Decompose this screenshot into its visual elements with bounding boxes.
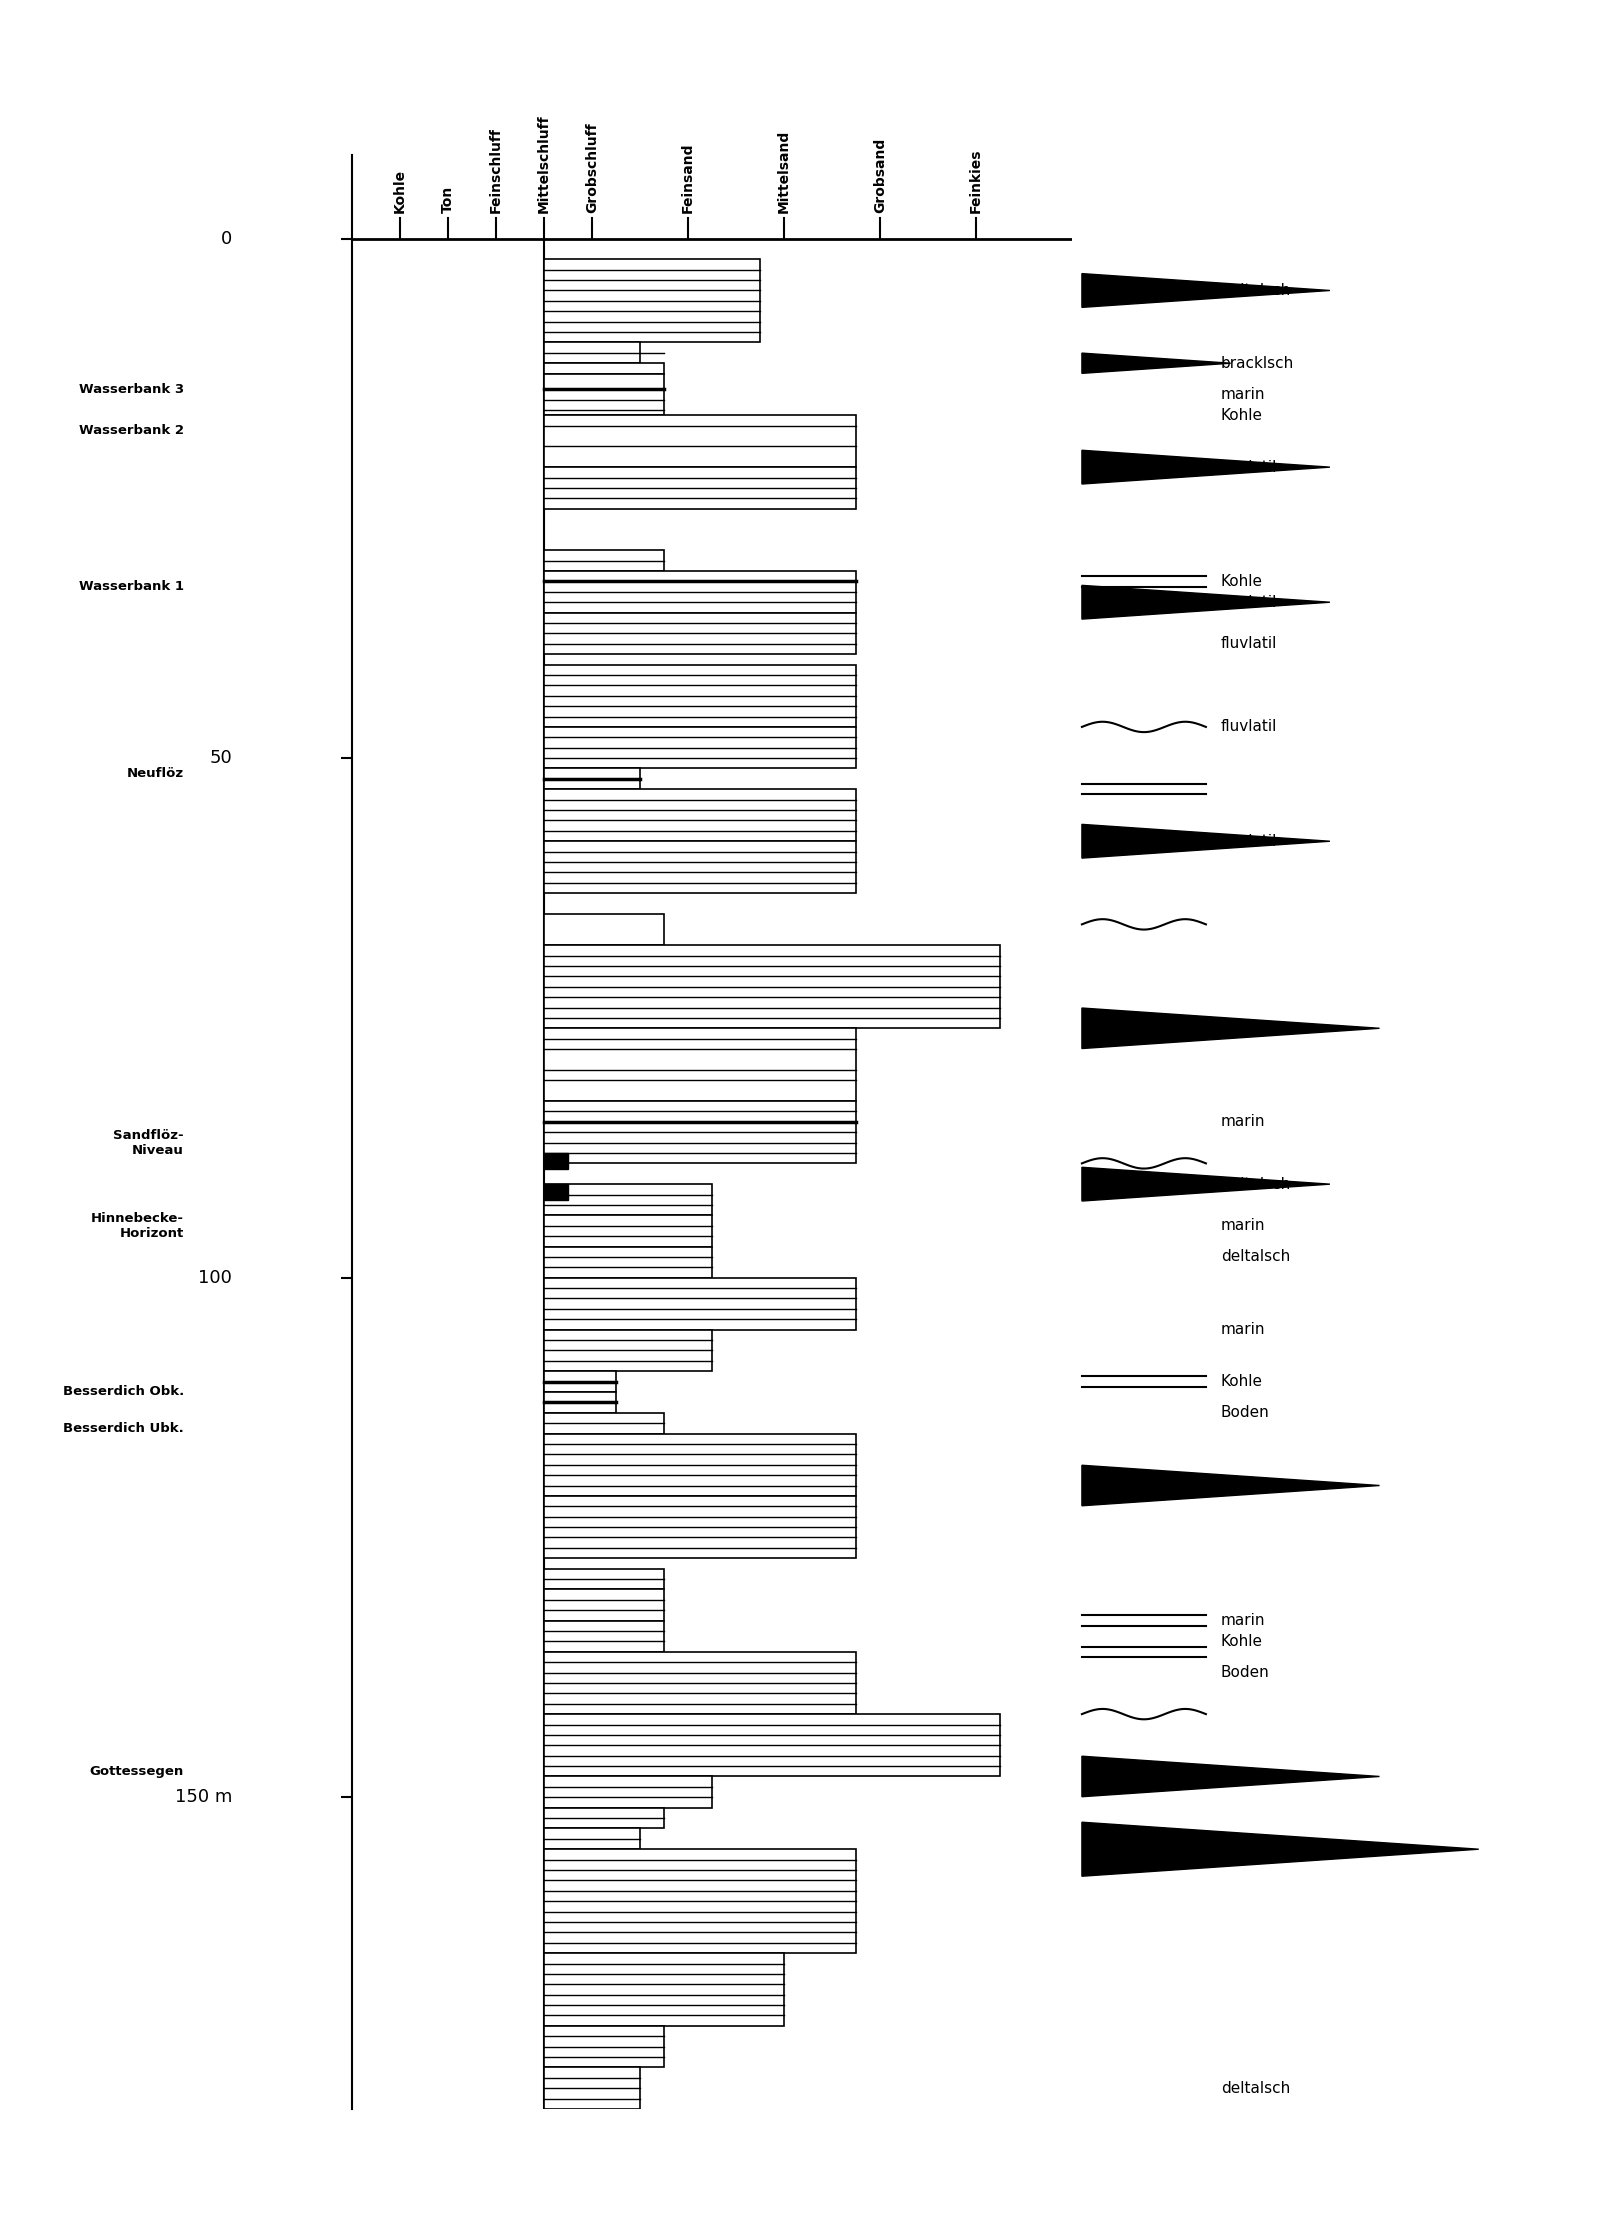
Bar — [544, 1849, 856, 1954]
Bar — [544, 1621, 664, 1652]
Text: Gottessegen: Gottessegen — [90, 1765, 184, 1778]
Bar — [544, 1152, 568, 1168]
Polygon shape — [1082, 353, 1230, 373]
Bar — [544, 841, 856, 892]
Bar — [544, 1652, 856, 1714]
Bar — [544, 342, 640, 364]
Bar — [544, 2067, 640, 2109]
Text: deltalsch: deltalsch — [1221, 1250, 1290, 1265]
Text: marin: marin — [1221, 1614, 1266, 1627]
Text: fluvlatil: fluvlatil — [1221, 835, 1277, 848]
Text: fluvlatil: fluvlatil — [1221, 637, 1277, 650]
Text: fluvlatil: fluvlatil — [1221, 719, 1277, 735]
Bar — [544, 1028, 856, 1101]
Text: fluvlatil: fluvlatil — [1221, 1769, 1277, 1785]
Text: marin: marin — [1221, 1323, 1266, 1336]
Bar — [544, 1807, 664, 1829]
Text: marin: marin — [1221, 1114, 1266, 1130]
Text: fluvlatil: fluvlatil — [1221, 1479, 1277, 1494]
Polygon shape — [1082, 1008, 1379, 1048]
Text: Wasserbank 2: Wasserbank 2 — [78, 424, 184, 437]
Bar — [544, 1330, 712, 1372]
Text: Feinkies: Feinkies — [970, 149, 982, 213]
Text: fluvlatil: fluvlatil — [1221, 595, 1277, 610]
Bar — [544, 1214, 712, 1245]
Bar — [544, 2027, 664, 2067]
Bar — [544, 1776, 712, 1807]
Bar — [544, 726, 856, 768]
Polygon shape — [1082, 1168, 1330, 1201]
Bar — [544, 1101, 856, 1163]
Text: 100: 100 — [198, 1268, 232, 1288]
Bar — [544, 790, 856, 841]
Bar — [544, 1183, 712, 1214]
Bar — [544, 915, 664, 946]
Bar — [544, 364, 664, 373]
Text: Wasserbank 1: Wasserbank 1 — [78, 579, 184, 593]
Text: Kohle: Kohle — [1221, 1634, 1262, 1649]
Text: Feinschluff: Feinschluff — [490, 127, 502, 213]
Text: deltalsch: deltalsch — [1221, 282, 1290, 297]
Bar — [544, 946, 1000, 1028]
Text: Boden: Boden — [1221, 1405, 1269, 1421]
Text: fluvlatil: fluvlatil — [1221, 460, 1277, 475]
Text: Feinsand: Feinsand — [682, 142, 694, 213]
Bar — [544, 1392, 616, 1412]
Polygon shape — [1082, 273, 1330, 306]
Bar — [544, 1714, 1000, 1776]
Text: Neuflöz: Neuflöz — [126, 768, 184, 779]
Polygon shape — [1082, 586, 1330, 619]
Text: Mittelsand: Mittelsand — [778, 129, 790, 213]
Bar — [544, 768, 640, 790]
Text: Hinnebecke-
Horizont: Hinnebecke- Horizont — [91, 1212, 184, 1239]
Text: marin: marin — [1221, 386, 1266, 402]
Bar — [544, 551, 664, 571]
Text: Wasserbank 3: Wasserbank 3 — [78, 382, 184, 395]
Text: 50: 50 — [210, 748, 232, 768]
Text: Besserdich Ubk.: Besserdich Ubk. — [64, 1421, 184, 1434]
Bar — [544, 1496, 856, 1558]
Text: deltalsch: deltalsch — [1221, 1177, 1290, 1192]
Text: 150 m: 150 m — [174, 1789, 232, 1807]
Text: Kohle: Kohle — [1221, 1374, 1262, 1390]
Text: Kohle: Kohle — [1221, 575, 1262, 588]
Text: fluvlatil: fluvlatil — [1221, 1021, 1277, 1037]
Bar — [544, 1412, 664, 1434]
Bar — [544, 1372, 616, 1392]
Bar — [544, 1183, 568, 1199]
Polygon shape — [1082, 1756, 1379, 1796]
Text: Besserdich Obk.: Besserdich Obk. — [62, 1385, 184, 1399]
Text: Grobschluff: Grobschluff — [586, 122, 598, 213]
Bar — [544, 1590, 664, 1621]
Text: Kohle: Kohle — [394, 169, 406, 213]
Text: Kohle: Kohle — [1221, 408, 1262, 422]
Bar — [544, 466, 856, 508]
Bar — [544, 1570, 664, 1590]
Text: Sandflöz-
Niveau: Sandflöz- Niveau — [114, 1128, 184, 1157]
Bar — [544, 415, 856, 466]
Bar — [544, 1434, 856, 1496]
Text: Ton: Ton — [442, 184, 454, 213]
Bar — [544, 260, 760, 342]
Bar — [544, 373, 664, 415]
Polygon shape — [1082, 1823, 1478, 1876]
Bar — [544, 664, 856, 726]
Text: 0: 0 — [221, 229, 232, 249]
Polygon shape — [1082, 451, 1330, 484]
Bar — [544, 1245, 712, 1279]
Polygon shape — [1082, 824, 1330, 859]
Bar — [544, 1954, 784, 2027]
Bar — [544, 1279, 856, 1330]
Bar — [544, 571, 856, 613]
Bar — [544, 1829, 640, 1849]
Text: Boden: Boden — [1221, 1665, 1269, 1681]
Text: deltalsch: deltalsch — [1221, 2080, 1290, 2096]
Polygon shape — [1082, 1465, 1379, 1505]
Text: bracklsch: bracklsch — [1221, 355, 1294, 371]
Text: Grobsand: Grobsand — [874, 138, 886, 213]
Text: Mittelschluff: Mittelschluff — [538, 113, 550, 213]
Text: marin: marin — [1221, 1219, 1266, 1234]
Bar — [544, 613, 856, 655]
